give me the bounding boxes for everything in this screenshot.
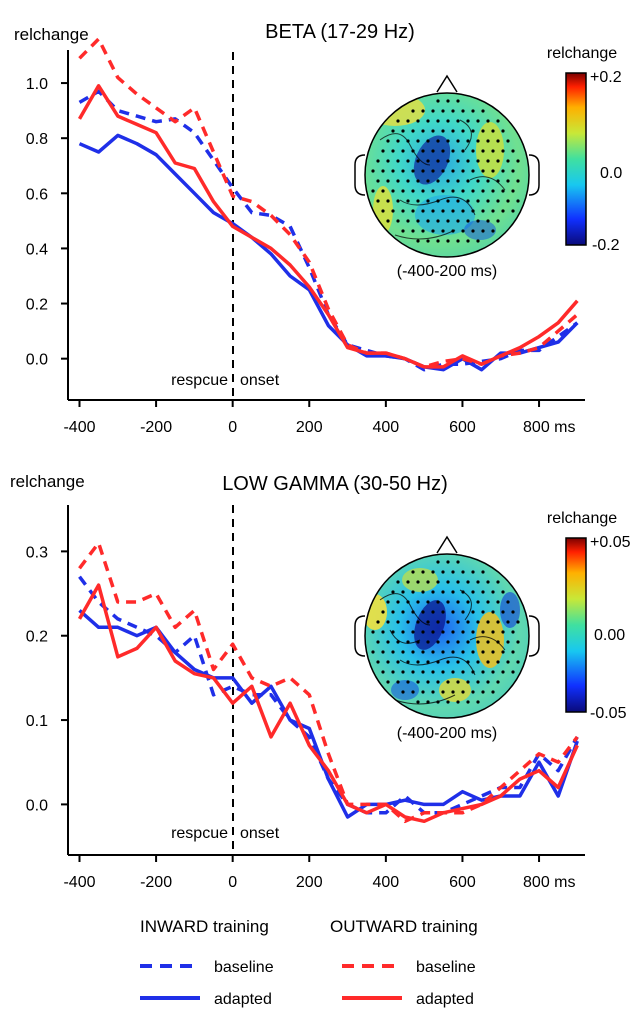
- beta-onset-label: onset: [240, 372, 280, 389]
- low-gamma-panel: relchange LOW GAMMA (30-50 Hz) respcue o…: [10, 472, 631, 891]
- gamma-colorbar-mid: 0.00: [594, 627, 625, 644]
- beta-ytick-label: 0.4: [26, 241, 48, 258]
- gamma-title: LOW GAMMA (30-50 Hz): [222, 473, 448, 495]
- beta-colorbar-min: -0.2: [592, 237, 620, 254]
- gamma-outward-baseline-line: [78, 541, 579, 824]
- beta-ytick-label: 0.8: [26, 131, 48, 148]
- legend-outward-title: OUTWARD training: [330, 917, 478, 936]
- legend-outward-baseline-label: baseline: [416, 959, 476, 976]
- legend: INWARD training OUTWARD training baselin…: [140, 917, 478, 1008]
- beta-colorbar-mid: 0.0: [600, 165, 622, 182]
- beta-ytick-label: 0.0: [26, 352, 48, 369]
- beta-xtick-label: -400: [63, 419, 95, 436]
- beta-axes: -400 -200 0 200 400 600 800 ms 0.0 0.2 0.4 0.6 0.8 1…: [26, 76, 576, 436]
- beta-topomap: (-400-200 ms): [354, 74, 540, 280]
- beta-ylabel: relchange: [14, 25, 89, 44]
- gamma-onset-label: onset: [240, 825, 280, 842]
- beta-outward-adapted-line: [77, 84, 579, 369]
- gamma-topomap-label: (-400-200 ms): [397, 725, 497, 742]
- beta-xtick-label: 600: [449, 419, 476, 436]
- gamma-xtick-label: 200: [296, 874, 323, 891]
- gamma-topomap-head: [365, 554, 529, 718]
- gamma-topomap-right-ear: [528, 615, 540, 657]
- beta-ytick-label: 1.0: [26, 76, 48, 93]
- legend-inward-title: INWARD training: [140, 917, 269, 936]
- beta-topomap-label: (-400-200 ms): [397, 263, 497, 280]
- gamma-topomap-nose: [436, 535, 458, 554]
- gamma-xtick-label: 600: [449, 874, 476, 891]
- beta-topomap-nose: [436, 74, 458, 93]
- beta-xtick-label: 800 ms: [523, 419, 575, 436]
- beta-topomap-left-ear: [354, 154, 366, 196]
- gamma-ytick-label: 0.0: [26, 797, 48, 814]
- gamma-xtick-label: 0: [228, 874, 237, 891]
- gamma-xtick-label: 800 ms: [523, 874, 575, 891]
- gamma-xtick-label: -200: [140, 874, 172, 891]
- beta-xtick-label: -200: [140, 419, 172, 436]
- gamma-colorbar-title: relchange: [547, 510, 617, 527]
- beta-ytick-label: 0.2: [26, 297, 48, 314]
- beta-colorbar-max: +0.2: [590, 69, 622, 86]
- legend-inward-adapted-label: adapted: [214, 991, 272, 1008]
- gamma-topomap-left-ear: [354, 615, 366, 657]
- beta-topomap-right-ear: [528, 154, 540, 196]
- gamma-xtick-label: 400: [373, 874, 400, 891]
- legend-inward-baseline-label: baseline: [214, 959, 274, 976]
- gamma-ytick-label: 0.2: [26, 629, 48, 646]
- beta-ytick-label: 0.6: [26, 186, 48, 203]
- gamma-ytick-label: 0.3: [26, 544, 48, 561]
- gamma-ytick-label: 0.1: [26, 713, 48, 730]
- beta-title: BETA (17-29 Hz): [265, 21, 415, 43]
- beta-colorbar: relchange +0.2 0.0 -0.2: [547, 45, 622, 254]
- gamma-axes: -400 -200 0 200 400 600 800 ms 0.0 0.1 0.2 0.3: [26, 544, 576, 891]
- beta-xtick-label: 400: [373, 419, 400, 436]
- beta-xtick-label: 200: [296, 419, 323, 436]
- gamma-topomap: (-400-200 ms): [354, 535, 540, 742]
- gamma-series: [77, 541, 579, 824]
- beta-panel: relchange BETA (17-29 Hz) respcue onset …: [14, 21, 622, 436]
- beta-colorbar-title: relchange: [547, 45, 617, 62]
- legend-outward-adapted-label: adapted: [416, 991, 474, 1008]
- gamma-outward-adapted-line: [77, 583, 579, 824]
- beta-respcue-label: respcue: [171, 372, 228, 389]
- beta-xtick-label: 0: [228, 419, 237, 436]
- gamma-xtick-label: -400: [63, 874, 95, 891]
- beta-series: [77, 37, 579, 372]
- gamma-respcue-label: respcue: [171, 825, 228, 842]
- gamma-ylabel: relchange: [10, 472, 85, 491]
- gamma-colorbar: relchange +0.05 0.00 -0.05: [547, 510, 631, 722]
- gamma-colorbar-min: -0.05: [590, 705, 627, 722]
- beta-outward-baseline-line: [78, 37, 579, 369]
- gamma-colorbar-max: +0.05: [590, 534, 631, 551]
